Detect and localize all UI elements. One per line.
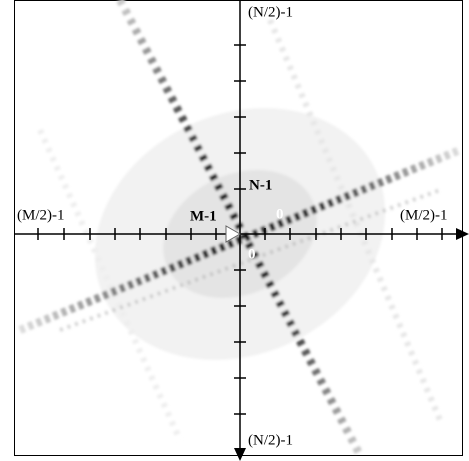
u-ticks	[37, 228, 443, 240]
zero-u-label: 0	[276, 206, 284, 222]
zero-v-label: 0	[248, 246, 256, 262]
m-max-label: M-1	[190, 208, 217, 224]
bottom-label: (N/2)-1	[248, 432, 293, 448]
top-label: (N/2)-1	[248, 4, 293, 20]
u-arrow	[456, 228, 469, 240]
left-label: (M/2)-1	[17, 207, 65, 223]
right-label: (M/2)-1	[400, 207, 448, 223]
v-ticks	[234, 44, 246, 415]
v-arrow	[234, 448, 246, 461]
n-max-label: N-1	[249, 177, 272, 193]
origin-arrow	[225, 225, 242, 243]
